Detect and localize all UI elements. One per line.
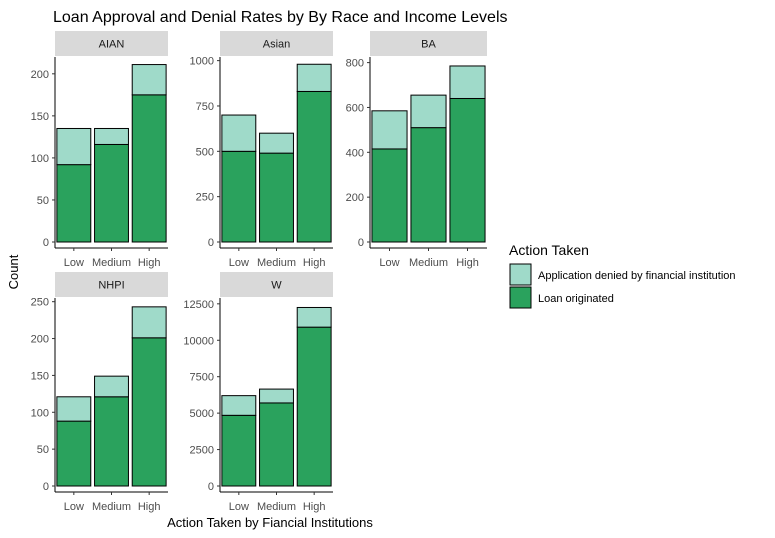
bar-ba-low-originated [371, 148, 408, 243]
bar-ba-medium-denied [410, 94, 447, 129]
y-tick-label: 750 [196, 101, 214, 113]
panel-asian: Asian 0 250 500 750 1000 Low Medium High [190, 31, 333, 269]
y-tick-label: 150 [31, 111, 49, 123]
y-axis-title: Count [6, 254, 21, 289]
strip-aian [55, 31, 168, 56]
x-tick-label: High [138, 501, 161, 513]
bar-aian-low-denied [56, 127, 92, 166]
legend-label-originated: Loan originated [538, 293, 614, 305]
y-tick-label: 50 [37, 444, 49, 456]
bar-asian-high-originated [296, 90, 332, 243]
strip-asian [220, 31, 333, 56]
panel-ba: BA 0 200 400 600 800 Low Medium High [346, 31, 487, 269]
y-tick-label: 0 [358, 237, 364, 249]
x-tick-label: Low [379, 257, 399, 269]
y-tick-label: 1000 [190, 56, 214, 68]
bar-w-high-denied [296, 306, 332, 328]
legend-swatch-originated [509, 286, 532, 309]
y-tick-label: 10000 [183, 335, 214, 347]
bar-nhpi-low-denied [56, 396, 92, 422]
bar-nhpi-high-originated [131, 337, 167, 487]
x-tick-label: Medium [257, 501, 296, 513]
legend: Action Taken Application denied by finan… [509, 242, 736, 309]
bar-ba-high-originated [449, 97, 486, 243]
y-tick-label: 400 [346, 147, 364, 159]
bar-nhpi-high-denied [131, 306, 167, 339]
x-tick-label: Low [64, 501, 84, 513]
y-tick-label: 0 [43, 237, 49, 249]
y-tick-label: 50 [37, 195, 49, 207]
strip-label-nhpi: NHPI [98, 280, 124, 292]
bar-nhpi-medium-denied [94, 375, 129, 398]
y-tick-label: 200 [31, 69, 49, 81]
strip-w [220, 272, 333, 297]
x-tick-label: High [303, 501, 326, 513]
bar-w-low-originated [221, 414, 257, 487]
strip-label-ba: BA [421, 39, 436, 51]
bar-ba-medium-originated [410, 127, 447, 243]
bar-aian-high-denied [131, 64, 167, 96]
y-tick-label: 2500 [190, 445, 214, 457]
strip-label-aian: AIAN [99, 39, 125, 51]
x-tick-label: Medium [92, 501, 131, 513]
y-tick-label: 200 [346, 192, 364, 204]
y-tick-label: 0 [208, 481, 214, 493]
y-tick-label: 150 [31, 370, 49, 382]
bar-nhpi-low-originated [56, 420, 92, 487]
x-tick-label: High [303, 257, 326, 269]
legend-swatch-denied [509, 263, 532, 286]
bar-ba-high-denied [449, 65, 486, 99]
strip-nhpi [55, 272, 168, 297]
y-tick-label: 12500 [183, 299, 214, 311]
panel-nhpi: NHPI 0 50 100 150 200 250 Low Medium High [31, 272, 168, 513]
y-tick-label: 0 [43, 481, 49, 493]
bar-asian-low-denied [221, 114, 257, 152]
bar-w-high-originated [296, 326, 332, 487]
bar-nhpi-medium-originated [94, 396, 129, 487]
y-tick-label: 800 [346, 58, 364, 70]
strip-label-asian: Asian [263, 39, 291, 51]
chart-title: Loan Approval and Denial Rates by By Rac… [53, 9, 508, 26]
bar-aian-low-originated [56, 164, 92, 243]
bar-asian-low-originated [221, 150, 257, 243]
x-tick-label: High [456, 257, 479, 269]
strip-ba [370, 31, 487, 56]
bar-aian-medium-originated [94, 143, 129, 243]
bar-asian-medium-originated [259, 152, 294, 243]
strip-label-w: W [271, 280, 282, 292]
y-tick-label: 5000 [190, 408, 214, 420]
x-tick-label: Medium [257, 257, 296, 269]
y-tick-label: 7500 [190, 372, 214, 384]
legend-title: Action Taken [509, 242, 589, 258]
x-tick-label: Medium [92, 257, 131, 269]
y-tick-label: 250 [196, 192, 214, 204]
x-tick-label: High [138, 257, 161, 269]
x-tick-label: Low [64, 257, 84, 269]
y-tick-label: 200 [31, 334, 49, 346]
bar-w-low-denied [221, 395, 257, 416]
bar-ba-low-denied [371, 110, 408, 150]
x-tick-label: Low [229, 257, 249, 269]
facet-panels: AIAN 0 50 100 150 200 Low Medium High Asian 0 250 50… [31, 31, 487, 513]
panel-aian: AIAN 0 50 100 150 200 Low Medium High [31, 31, 168, 269]
bar-aian-medium-denied [94, 127, 129, 145]
x-axis-title: Action Taken by Fiancial Institutions [167, 515, 373, 530]
bar-asian-high-denied [296, 63, 332, 92]
y-tick-label: 250 [31, 297, 49, 309]
bar-w-medium-originated [259, 402, 294, 487]
y-tick-label: 100 [31, 153, 49, 165]
bar-asian-medium-denied [259, 132, 294, 154]
y-tick-label: 0 [208, 237, 214, 249]
y-tick-label: 500 [196, 146, 214, 158]
legend-label-denied: Application denied by financial institut… [538, 270, 736, 282]
y-tick-label: 600 [346, 102, 364, 114]
y-tick-label: 100 [31, 407, 49, 419]
bar-w-medium-denied [259, 388, 294, 404]
bar-aian-high-originated [131, 94, 167, 243]
x-tick-label: Medium [409, 257, 448, 269]
panel-w: W 0 2500 5000 7500 10000 12500 Low Medium High [183, 272, 333, 513]
x-tick-label: Low [229, 501, 249, 513]
